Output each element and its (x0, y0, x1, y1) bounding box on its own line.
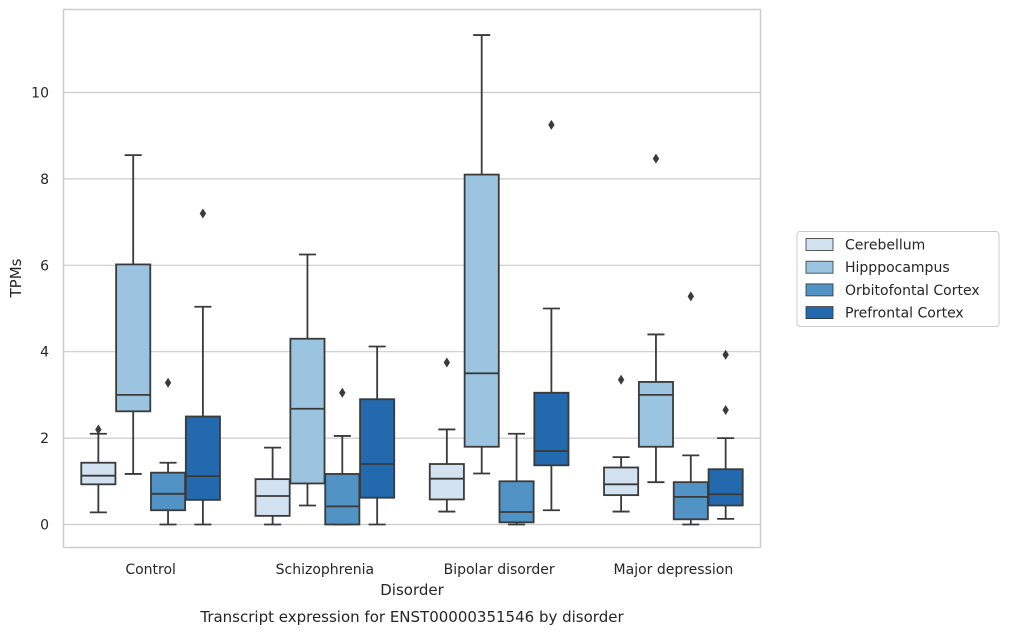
box-body (463, 173, 500, 448)
box-1-3 (359, 345, 396, 526)
legend-label-2: Orbitofontal Cortex (845, 283, 980, 299)
box-2-3 (533, 119, 570, 512)
box-body (324, 473, 361, 526)
box-body (498, 480, 535, 524)
box-3-2 (672, 291, 709, 526)
plot-area-frame (62, 8, 762, 549)
box-0-3 (184, 208, 221, 526)
box-3-0 (603, 374, 640, 513)
x-axis-label: Disorder (380, 581, 444, 599)
box-body (289, 337, 326, 485)
legend-label-0: Cerebellum (845, 238, 925, 254)
outlier-point (339, 387, 346, 398)
y-axis-label: TPMs (7, 258, 25, 298)
x-tick-label-0: Control (125, 562, 176, 578)
legend-swatch-1 (805, 260, 834, 274)
box-2-2 (498, 432, 535, 526)
y-tick-label-0: 0 (40, 518, 49, 534)
outlier-point (443, 357, 451, 368)
box-1-1 (289, 253, 326, 507)
box-body (115, 263, 152, 413)
x-tick-label-1: Schizophrenia (276, 562, 374, 578)
legend-swatch-2 (805, 283, 834, 297)
legend-frame (796, 231, 1000, 327)
legend-label-1: Hipppocampus (845, 260, 950, 276)
y-tick-label-8: 8 (40, 172, 49, 188)
gridlines (63, 91, 761, 526)
outlier-point (652, 153, 660, 164)
box-body (184, 415, 221, 501)
box-1-0 (254, 446, 291, 526)
outlier-point (722, 405, 729, 416)
outlier-point (548, 119, 555, 130)
y-tick-label-10: 10 (31, 86, 49, 102)
box-body (603, 466, 640, 497)
box-3-1 (637, 153, 674, 484)
box-body (637, 381, 674, 448)
box-body (359, 398, 396, 499)
box-0-1 (115, 154, 152, 475)
legend-swatch-0 (805, 238, 834, 251)
box-2-1 (463, 34, 500, 475)
outlier-point (687, 291, 694, 302)
box-body (672, 481, 709, 521)
box-2-0 (428, 357, 465, 513)
outlier-point (722, 349, 729, 360)
legend: Cerebellum Hipppocampus Orbitofontal Corte… (796, 231, 1000, 327)
outlier-point (199, 208, 207, 219)
legend-swatch-3 (805, 306, 834, 320)
x-tick-labels: Control Schizophrenia Bipolar disorder Majo… (125, 562, 733, 578)
y-tick-label-6: 6 (40, 258, 49, 274)
outlier-point (164, 377, 172, 388)
box-body (428, 463, 465, 501)
box-0-2 (150, 377, 187, 526)
box-body (707, 468, 744, 507)
y-tick-label-4: 4 (40, 345, 49, 361)
y-tick-labels: 0 2 4 6 8 10 (31, 86, 49, 534)
outlier-point (95, 424, 102, 435)
legend-label-3: Prefrontal Cortex (845, 306, 964, 322)
box-body (254, 478, 291, 517)
y-tick-label-2: 2 (40, 431, 49, 447)
chart-caption: Transcript expression for ENST0000035154… (199, 608, 624, 626)
box-layer (80, 34, 744, 526)
box-1-2 (324, 387, 361, 526)
box-body (533, 391, 570, 467)
box-0-0 (80, 424, 117, 514)
outlier-point (617, 374, 625, 385)
box-body (80, 461, 117, 486)
x-tick-label-3: Major depression (614, 562, 734, 578)
x-tick-label-2: Bipolar disorder (444, 562, 555, 578)
box-3-3 (707, 349, 744, 520)
box-body (150, 471, 187, 512)
